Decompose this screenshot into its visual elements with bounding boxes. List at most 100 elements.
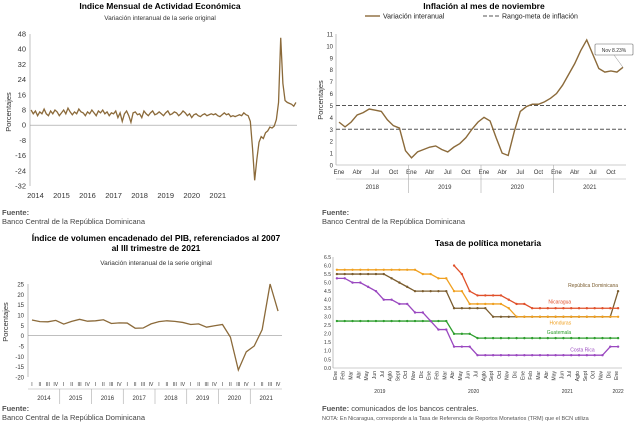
- policy-rate-month-tick-label: May: [552, 371, 558, 381]
- gdp-quarter-tick-label: II: [39, 382, 42, 388]
- imae-y-tick-label: 8: [22, 106, 26, 115]
- policy-rate-y-tick-label: 6.0: [324, 263, 331, 269]
- policy-rate-point: [468, 332, 471, 336]
- inflation-y-tick-label: 3: [330, 128, 334, 134]
- imae-y-tick-label: -8: [19, 136, 26, 145]
- policy-rate-point: [538, 307, 542, 310]
- policy-rate-month-tick-label: May: [458, 371, 464, 381]
- policy-rate-y-tick-label: 0.0: [324, 366, 331, 372]
- inflation-year-label: 2020: [511, 185, 525, 191]
- policy-rate-point: [523, 315, 526, 318]
- policy-rate-point: [460, 332, 464, 336]
- policy-rate-point: [460, 289, 464, 293]
- policy-rate-month-tick-label: Ene: [427, 371, 433, 380]
- policy-rate-point: [538, 353, 542, 357]
- policy-rate-point: [585, 315, 589, 318]
- inflation-y-tick-label: 5: [330, 104, 334, 110]
- policy-rate-point: [491, 315, 495, 318]
- gdp-year-label: 2015: [69, 396, 83, 402]
- policy-rate-point: [468, 345, 471, 348]
- gdp-quarter-tick-label: III: [173, 382, 177, 388]
- policy-rate-month-tick-label: Oct: [591, 370, 597, 378]
- policy-rate-source: Fuente: comunicados de los bancos centra…: [322, 404, 589, 424]
- policy-rate-point: [468, 302, 471, 306]
- imae-y-tick-label: 24: [18, 75, 26, 84]
- gdp-quarter-tick-label: IV: [149, 382, 154, 388]
- policy-rate-series-line: [453, 265, 619, 309]
- inflation-year-label: 2019: [438, 185, 452, 191]
- gdp-quarter-tick-label: I: [127, 382, 128, 388]
- gdp-chart-title-line2: al III trimestre de 2021: [112, 243, 201, 253]
- inflation-y-tick-label: 4: [330, 116, 334, 122]
- policy-rate-series-line: [336, 269, 619, 318]
- policy-rate-point: [499, 294, 503, 297]
- policy-rate-point: [507, 315, 510, 318]
- policy-rate-point: [335, 277, 339, 280]
- inflation-source-text: Banco Central de la República Dominicana: [322, 217, 465, 226]
- policy-rate-point: [421, 289, 425, 293]
- inflation-month-tick-label: Oct: [534, 170, 544, 176]
- policy-rate-point: [437, 289, 440, 293]
- inflation-y-tick-label: 9: [330, 56, 334, 62]
- policy-rate-month-tick-label: May: [364, 371, 370, 381]
- gdp-quarter-tick-label: I: [190, 382, 191, 388]
- imae-x-tick-label: 2019: [157, 191, 174, 200]
- gdp-quarter-tick-label: I: [222, 382, 223, 388]
- policy-rate-point: [491, 336, 495, 340]
- policy-rate-month-tick-label: Oct: [403, 370, 409, 378]
- gdp-quarter-tick-label: II: [166, 382, 169, 388]
- policy-rate-point: [351, 272, 354, 276]
- policy-rate-point: [460, 272, 464, 276]
- policy-rate-point: [570, 336, 573, 340]
- policy-rate-point: [476, 336, 479, 340]
- policy-rate-y-tick-label: 2.0: [324, 332, 331, 338]
- policy-rate-month-tick-label: Jul: [380, 371, 386, 377]
- gdp-y-tick-label: 20: [17, 293, 24, 299]
- imae-y-tick-label: -24: [15, 166, 26, 175]
- policy-rate-y-tick-label: 1.0: [324, 349, 331, 355]
- policy-rate-month-tick-label: Jun: [466, 371, 472, 379]
- policy-rate-point: [476, 353, 479, 357]
- gdp-quarter-tick-label: II: [102, 382, 105, 388]
- inflation-month-tick-label: Oct: [389, 170, 399, 176]
- inflation-month-tick-label: Jul: [444, 170, 452, 176]
- gdp-quarter-tick-label: IV: [212, 382, 217, 388]
- policy-rate-point: [421, 272, 425, 276]
- inflation-source: Fuente: Banco Central de la República Do…: [322, 208, 465, 226]
- imae-source: Fuente: Banco Central de la República Do…: [2, 208, 145, 226]
- imae-y-axis-label: Porcentajes: [4, 92, 13, 132]
- policy-rate-month-tick-label: Ene: [614, 371, 620, 380]
- inflation-annotation-text: Nov 8.23%: [602, 48, 627, 54]
- policy-rate-month-tick-label: Oct: [497, 370, 503, 378]
- policy-rate-point: [351, 319, 354, 323]
- policy-rate-point: [437, 328, 440, 331]
- policy-rate-point: [601, 353, 604, 357]
- policy-rate-point: [499, 315, 503, 318]
- policy-rate-point: [554, 307, 557, 310]
- inflation-chart-panel: Inflación al mes de noviembre Porcentaje…: [316, 0, 640, 232]
- gdp-quarter-tick-label: III: [268, 382, 272, 388]
- gdp-quarter-tick-label: IV: [244, 382, 249, 388]
- imae-chart-title: Indice Mensual de Actividad Económica: [79, 1, 240, 11]
- gdp-quarter-tick-label: I: [95, 382, 96, 388]
- policy-rate-point: [335, 272, 339, 276]
- policy-rate-point: [382, 272, 385, 276]
- imae-series-line: [30, 37, 297, 181]
- policy-rate-y-tick-label: 3.0: [324, 315, 331, 321]
- policy-rate-point: [390, 268, 393, 272]
- inflation-chart: Inflación al mes de noviembre Porcentaje…: [316, 1, 634, 193]
- policy-rate-point: [601, 307, 604, 310]
- inflation-y-tick-label: 2: [330, 140, 334, 146]
- gdp-quarter-tick-label: III: [78, 382, 82, 388]
- policy-rate-point: [406, 268, 409, 272]
- inflation-month-tick-label: Jul: [589, 170, 597, 176]
- policy-rate-point: [351, 281, 354, 284]
- policy-rate-month-tick-label: Agto: [481, 371, 487, 382]
- policy-rate-point: [515, 315, 518, 318]
- inflation-legend-entry: Rango-meta de inflación: [502, 14, 578, 21]
- policy-rate-point: [530, 353, 534, 357]
- policy-rate-month-tick-label: Dic: [419, 371, 425, 379]
- policy-rate-point: [562, 307, 565, 310]
- policy-rate-point: [554, 353, 557, 357]
- gdp-series-line: [31, 283, 279, 373]
